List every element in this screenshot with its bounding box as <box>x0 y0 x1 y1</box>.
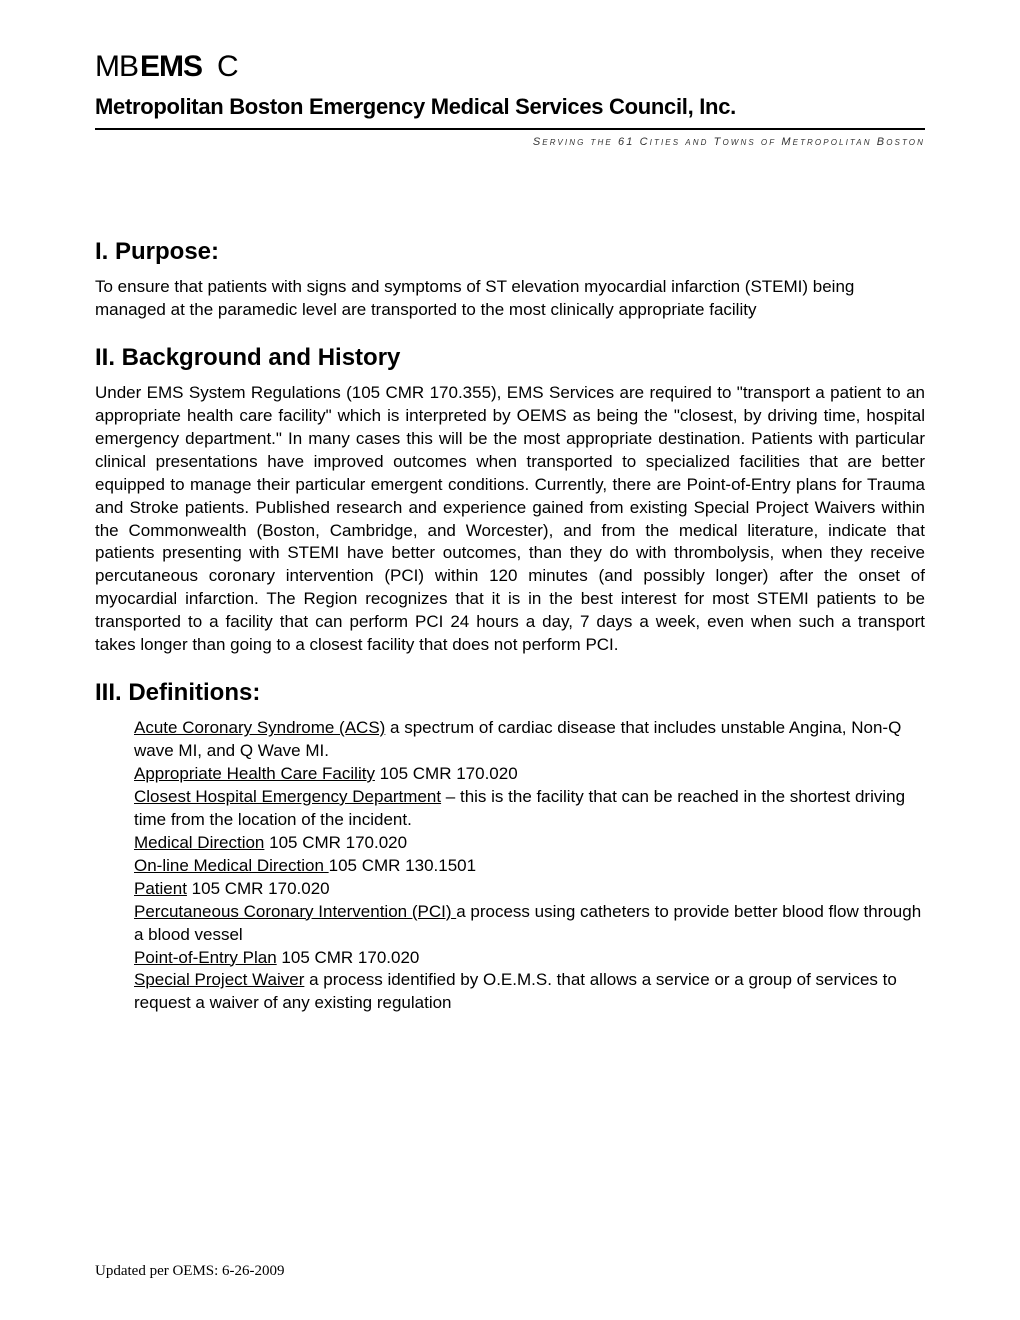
definition-item: Medical Direction 105 CMR 170.020 <box>134 832 925 855</box>
background-heading: II. Background and History <box>95 344 925 372</box>
definition-item: Percutaneous Coronary Intervention (PCI)… <box>134 901 925 947</box>
definition-description: 105 CMR 130.1501 <box>329 856 476 875</box>
definition-item: Acute Coronary Syndrome (ACS) a spectrum… <box>134 717 925 763</box>
purpose-body: To ensure that patients with signs and s… <box>95 276 925 322</box>
definition-term: Closest Hospital Emergency Department <box>134 787 441 806</box>
definition-item: Closest Hospital Emergency Department – … <box>134 786 925 832</box>
definitions-list: Acute Coronary Syndrome (ACS) a spectrum… <box>95 717 925 1015</box>
definition-term: Appropriate Health Care Facility <box>134 764 375 783</box>
definition-term: Acute Coronary Syndrome (ACS) <box>134 718 385 737</box>
definition-description: 105 CMR 170.020 <box>264 833 407 852</box>
svg-text:EMS: EMS <box>140 50 202 82</box>
definition-description: 105 CMR 170.020 <box>375 764 518 783</box>
definition-term: Special Project Waiver <box>134 970 304 989</box>
definition-item: Appropriate Health Care Facility 105 CMR… <box>134 763 925 786</box>
definition-item: On-line Medical Direction 105 CMR 130.15… <box>134 855 925 878</box>
background-body: Under EMS System Regulations (105 CMR 17… <box>95 382 925 657</box>
svg-text:C: C <box>217 50 238 82</box>
definition-description: 105 CMR 170.020 <box>187 879 330 898</box>
definition-item: Point-of-Entry Plan 105 CMR 170.020 <box>134 947 925 970</box>
logo-text: M B EMS C <box>95 50 925 90</box>
header-divider <box>95 128 925 130</box>
organization-name: Metropolitan Boston Emergency Medical Se… <box>95 94 925 120</box>
document-header: M B EMS C Metropolitan Boston Emergency … <box>95 50 925 148</box>
footer-text: Updated per OEMS: 6-26-2009 <box>95 1263 285 1280</box>
definition-term: On-line Medical Direction <box>134 856 329 875</box>
logo-svg: M B EMS C <box>95 50 255 82</box>
svg-text:M: M <box>95 50 119 82</box>
definition-term: Percutaneous Coronary Intervention (PCI) <box>134 902 456 921</box>
tagline: Serving the 61 Cities and Towns of Metro… <box>95 136 925 148</box>
document-content: I. Purpose: To ensure that patients with… <box>95 238 925 1015</box>
definitions-heading: III. Definitions: <box>95 679 925 707</box>
definition-item: Patient 105 CMR 170.020 <box>134 878 925 901</box>
purpose-heading: I. Purpose: <box>95 238 925 266</box>
definition-description: 105 CMR 170.020 <box>277 948 420 967</box>
svg-text:B: B <box>119 50 138 82</box>
definition-item: Special Project Waiver a process identif… <box>134 969 925 1015</box>
definition-term: Point-of-Entry Plan <box>134 948 277 967</box>
definition-term: Medical Direction <box>134 833 264 852</box>
definition-term: Patient <box>134 879 187 898</box>
